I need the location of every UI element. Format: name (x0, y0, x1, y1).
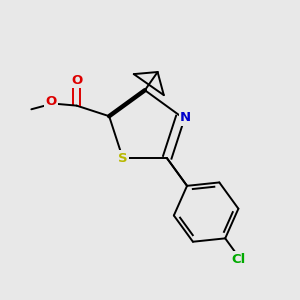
Text: S: S (118, 152, 128, 165)
Text: Cl: Cl (231, 253, 245, 266)
Text: O: O (71, 74, 82, 86)
Text: N: N (180, 111, 191, 124)
Text: O: O (46, 95, 57, 108)
